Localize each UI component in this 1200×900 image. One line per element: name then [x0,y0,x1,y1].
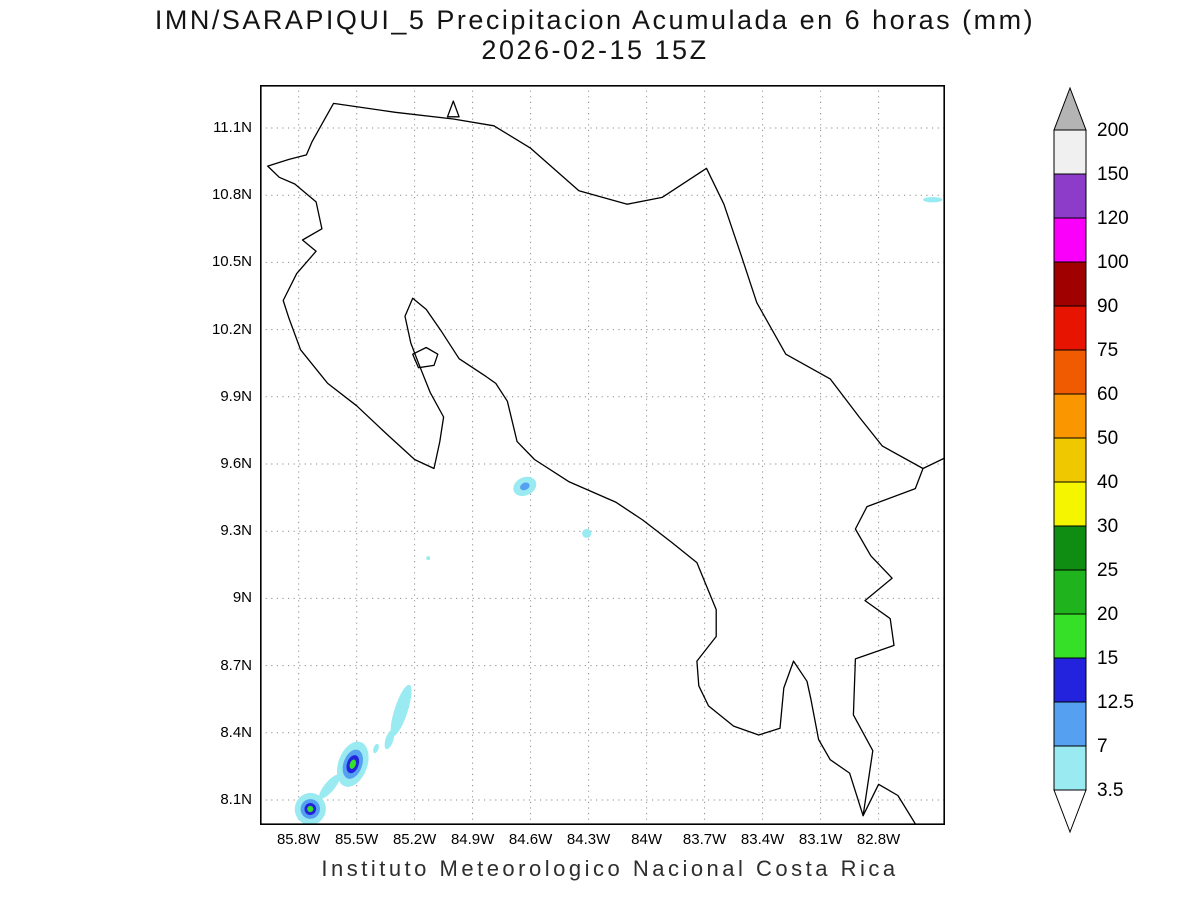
lon-tick-label: 84.6W [508,831,553,848]
precip-contour [923,197,943,203]
colorbar-box [1053,525,1087,571]
colorbar-level-label: 3.5 [1097,780,1123,801]
colorbar-box [1053,261,1087,307]
precip-contour [582,528,592,538]
colorbar-box [1053,129,1087,175]
colorbar-box [1053,701,1087,747]
lon-tick-label: 85.2W [392,831,437,848]
colorbar-level-label: 200 [1097,120,1129,141]
lat-tick-label: 8.7N [220,656,252,674]
lat-tick-label: 8.4N [220,723,252,741]
costa-rica-map-plot [260,85,945,825]
colorbar-box [1053,349,1087,395]
lon-tick-label: 82.8W [856,831,901,848]
lon-tick-label: 84.3W [566,831,611,848]
lon-tick-label: 85.5W [334,831,379,848]
colorbar-level-label: 60 [1097,384,1118,405]
lon-tick-label: 83.1W [798,831,843,848]
colorbar-box [1053,217,1087,263]
colorbar-level-label: 15 [1097,648,1118,669]
precip-contour [390,684,412,737]
colorbar-box [1053,745,1087,791]
lat-tick-label: 9.3N [220,522,252,540]
precip-contour [349,759,356,769]
colorbar-box [1053,173,1087,219]
colorbar-level-label: 30 [1097,516,1118,537]
lat-tick-label: 11.1N [213,119,252,136]
colorbar-box [1053,481,1087,527]
colorbar-level-label: 40 [1097,472,1118,493]
colorbar-box [1053,613,1087,659]
colorbar-level-label: 7 [1097,736,1108,757]
lat-tick-label: 9N [232,589,252,607]
colorbar-level-label: 120 [1097,208,1129,229]
island-outline [446,100,460,118]
lat-tick-label: 10.8N [211,186,252,204]
colorbar-box [1053,657,1087,703]
lat-tick-label: 9.6N [220,455,252,472]
lat-tick-label: 9.9N [220,387,252,405]
precip-contour [384,729,395,750]
chart-subtitle: 2026-02-15 15Z [481,35,709,65]
precip-contour [426,556,431,561]
costa-rica-coastline [267,102,924,817]
colorbar-over-arrow [1053,86,1087,131]
lon-tick-label: 85.8W [276,831,321,848]
lat-tick-label: 8.1N [220,791,252,808]
chart-title: IMN/SARAPIQUI_5 Precipitacion Acumulada … [154,5,1036,35]
lon-tick-label: 83.4W [740,831,785,848]
precip-colorbar: 3.5 7 12.5 15 20 25 30 40 50 60 75 90 100 120 150 200 [1053,86,1134,834]
precip-contour [373,743,379,754]
lat-tick-label: 10.5N [211,253,252,271]
colorbar-box [1053,305,1087,351]
colorbar-box [1053,393,1087,439]
neighbor-border-line [922,457,945,470]
lon-tick-label: 84.9W [450,831,495,848]
colorbar-level-label: 20 [1097,604,1118,625]
colorbar-under-arrow [1053,789,1087,834]
colorbar-box [1053,569,1087,615]
colorbar-level-label: 150 [1097,164,1129,185]
colorbar-level-label: 25 [1097,560,1118,581]
precip-contour [319,774,341,799]
island-outline [412,346,439,369]
colorbar-level-label: 90 [1097,296,1118,317]
lon-tick-label: 83.7W [682,831,727,848]
neighbor-border-line [862,783,917,825]
plot-frame [260,85,945,825]
lon-tick-label: 84W [631,831,663,848]
colorbar-level-label: 50 [1097,428,1118,449]
lat-tick-label: 10.2N [211,320,252,338]
footer-credit: Instituto Meteorologico Nacional Costa R… [321,856,899,881]
precip-contour [520,482,530,491]
colorbar-level-label: 75 [1097,340,1118,361]
colorbar-box [1053,437,1087,483]
colorbar-level-label: 12.5 [1097,692,1134,713]
colorbar-level-label: 100 [1097,252,1129,273]
precip-contour [307,805,314,813]
